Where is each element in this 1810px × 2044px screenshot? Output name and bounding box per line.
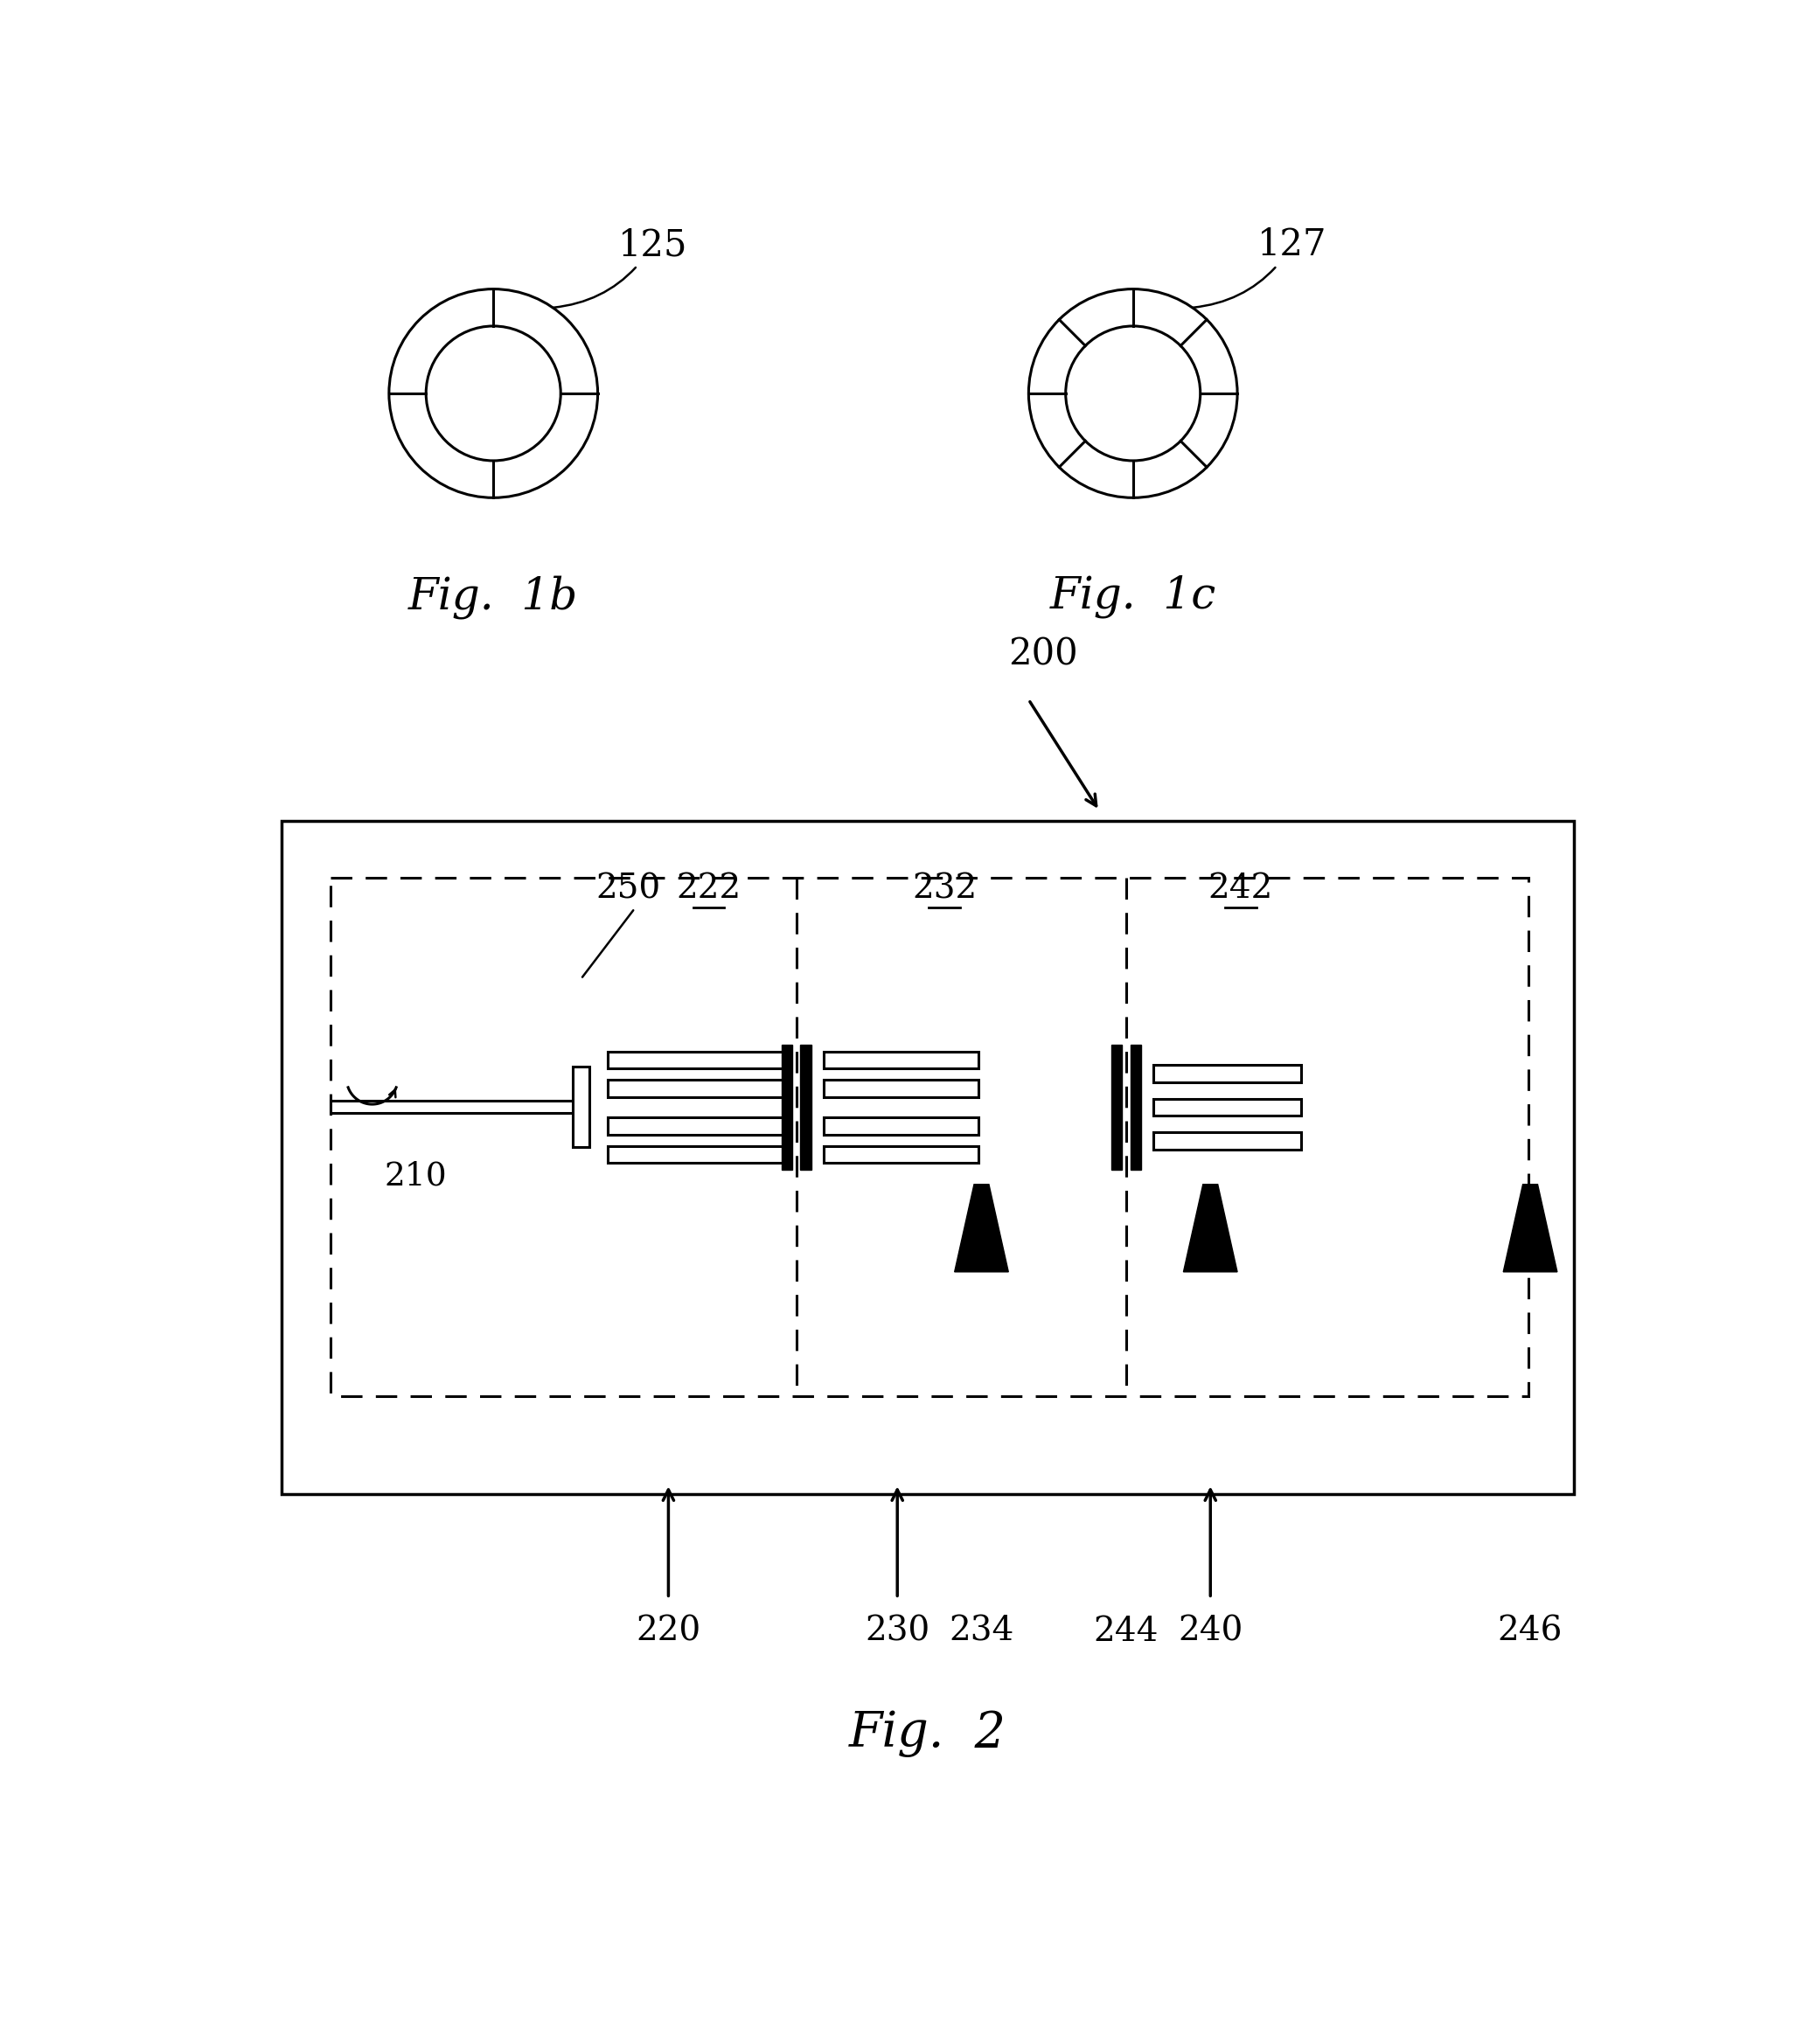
Text: 127: 127 xyxy=(1193,227,1327,307)
Text: 200: 200 xyxy=(1008,636,1079,672)
Text: Fig.  2: Fig. 2 xyxy=(849,1709,1006,1758)
Bar xyxy=(608,1079,786,1098)
Text: 250: 250 xyxy=(595,873,661,905)
Polygon shape xyxy=(1184,1183,1238,1271)
Bar xyxy=(824,1053,977,1069)
Bar xyxy=(1111,1044,1122,1169)
Bar xyxy=(824,1118,977,1134)
Text: 240: 240 xyxy=(1178,1615,1243,1647)
Text: 210: 210 xyxy=(384,1161,447,1192)
Bar xyxy=(331,879,1529,1396)
Text: 222: 222 xyxy=(677,873,742,905)
Bar xyxy=(1153,1065,1301,1081)
Bar xyxy=(1153,1100,1301,1116)
Bar xyxy=(782,1044,793,1169)
Bar xyxy=(331,1102,581,1114)
Text: Fig.  1c: Fig. 1c xyxy=(1050,574,1216,619)
Bar xyxy=(824,1147,977,1163)
Bar xyxy=(1153,1132,1301,1149)
Bar xyxy=(608,1147,786,1163)
Bar xyxy=(608,1053,786,1069)
Bar xyxy=(572,1067,590,1147)
Text: 234: 234 xyxy=(948,1615,1014,1647)
Text: 230: 230 xyxy=(865,1615,930,1647)
Bar xyxy=(281,822,1575,1494)
Text: 242: 242 xyxy=(1209,873,1272,905)
Bar xyxy=(800,1044,811,1169)
Bar xyxy=(608,1118,786,1134)
Text: 246: 246 xyxy=(1497,1615,1562,1647)
Text: 232: 232 xyxy=(912,873,977,905)
Bar xyxy=(824,1079,977,1098)
Text: 220: 220 xyxy=(635,1615,700,1647)
Polygon shape xyxy=(1504,1183,1557,1271)
Text: 244: 244 xyxy=(1093,1615,1158,1647)
Bar xyxy=(1129,1044,1140,1169)
Text: 125: 125 xyxy=(554,227,688,307)
Text: Fig.  1b: Fig. 1b xyxy=(409,574,577,619)
Polygon shape xyxy=(954,1183,1008,1271)
